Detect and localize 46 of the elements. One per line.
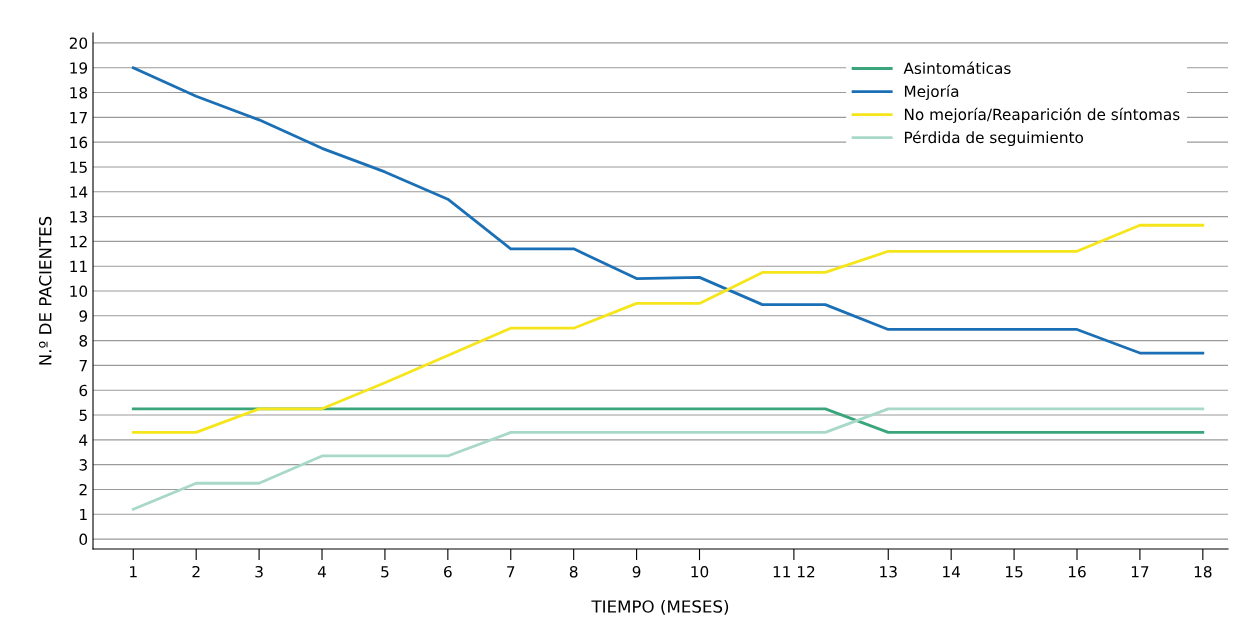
y-tick-label: 13 [70,211,87,223]
y-tick-label: 6 [79,384,88,397]
x-tick-label: 7 [507,566,515,578]
y-tick-label: 16 [70,136,88,149]
legend-label: No mejoría/Reaparición de síntomas [904,107,1180,124]
y-tick-label: 10 [70,285,88,298]
y-tick-label: 3 [79,459,87,471]
x-tick-label: 14 [943,566,961,578]
legend-label: Pérdida de seguimiento [904,130,1084,147]
x-tick-label: 9 [632,565,641,578]
y-tick-label: 17 [70,112,87,124]
y-tick-label: 12 [70,235,87,248]
y-tick-label: 11 [70,260,87,272]
y-tick-label: 9 [79,310,88,322]
x-tick-label: 10 [691,565,709,578]
y-axis-title: N.º DE PACIENTES [38,216,52,365]
x-tick-label: 16 [1068,565,1086,578]
x-tick-label: 8 [569,565,578,578]
x-tick-label: 4 [317,566,327,578]
y-tick-label: 14 [70,186,88,198]
x-tick-label: 11 12 [773,565,815,578]
legend-label: Mejoría [904,84,959,101]
x-tick-label: 13 [880,565,897,578]
x-tick-label: 3 [255,565,263,578]
x-tick-label: 17 [1131,566,1149,578]
x-tick-label: 6 [444,565,452,578]
legend-label: Asintomáticas [903,61,1011,75]
y-tick-label: 8 [79,335,88,347]
y-tick-label: 5 [79,409,87,422]
line-series [131,223,1205,434]
line-series [131,407,1205,511]
y-tick-label: 7 [79,360,87,372]
x-tick-label: 15 [1006,566,1023,578]
x-tick-label: 18 [1194,565,1212,578]
y-tick-label: 15 [70,161,87,173]
y-tick-label: 18 [70,87,88,99]
y-tick-label: 20 [69,37,88,49]
x-tick-label: 5 [381,566,389,578]
y-tick-label: 0 [79,533,88,546]
y-tick-label: 19 [70,62,88,74]
x-tick-label: 2 [192,565,200,578]
y-tick-label: 2 [79,483,87,496]
x-axis-title: TIEMPO (MESES) [591,599,729,615]
y-tick-label: 4 [79,434,88,446]
y-tick-label: 1 [80,508,87,521]
x-tick-label: 1 [130,566,137,578]
